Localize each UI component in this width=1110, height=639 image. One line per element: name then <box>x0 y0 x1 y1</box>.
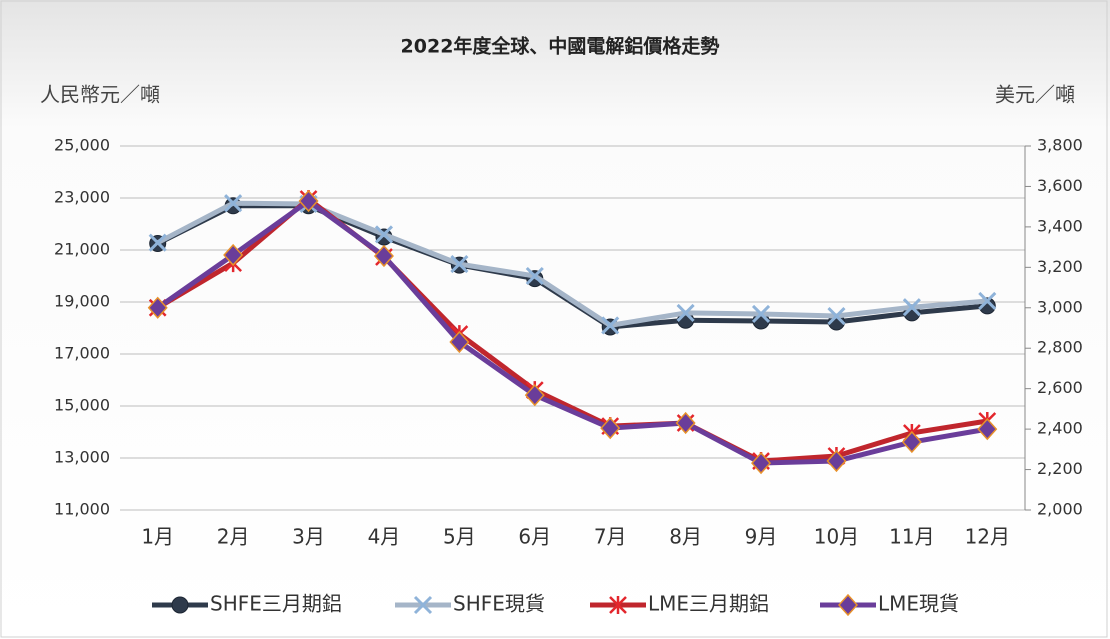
y2-tick-label: 3,000 <box>1037 297 1083 316</box>
y-tick-label: 13,000 <box>54 448 110 467</box>
legend-label: SHFE三月期鋁 <box>210 592 342 616</box>
y2-tick-label: 2,800 <box>1037 338 1083 357</box>
x-tick-label: 11月 <box>889 525 934 549</box>
y-tick-label: 11,000 <box>54 500 110 519</box>
y2-tick-label: 3,800 <box>1037 136 1083 155</box>
y-tick-label: 17,000 <box>54 344 110 363</box>
x-tick-label: 8月 <box>669 525 702 549</box>
x-tick-label: 9月 <box>745 525 778 549</box>
legend-label: LME三月期鋁 <box>648 592 769 616</box>
x-tick-label: 2月 <box>217 525 250 549</box>
y2-tick-label: 2,600 <box>1037 378 1083 397</box>
chart-title: 2022年度全球、中國電解鋁價格走勢 <box>401 35 720 58</box>
x-tick-label: 12月 <box>965 525 1010 549</box>
x-tick-label: 1月 <box>141 525 174 549</box>
y2-tick-label: 2,400 <box>1037 419 1083 438</box>
legend-label: SHFE現貨 <box>453 592 545 616</box>
y-tick-label: 19,000 <box>54 292 110 311</box>
x-tick-label: 5月 <box>443 525 476 549</box>
x-tick-label: 3月 <box>292 525 325 549</box>
y2-tick-label: 3,400 <box>1037 216 1083 235</box>
y2-axis-label: 美元／噸 <box>995 83 1075 107</box>
legend-label: LME現貨 <box>878 592 959 616</box>
y2-tick-label: 2,000 <box>1037 500 1083 519</box>
x-tick-label: 10月 <box>814 525 859 549</box>
y-axis-label: 人民幣元／噸 <box>40 83 160 107</box>
y2-tick-label: 3,600 <box>1037 176 1083 195</box>
y2-tick-label: 3,200 <box>1037 257 1083 276</box>
x-tick-label: 6月 <box>518 525 551 549</box>
x-tick-label: 7月 <box>594 525 627 549</box>
y-tick-label: 15,000 <box>54 396 110 415</box>
y2-tick-label: 2,200 <box>1037 459 1083 478</box>
x-tick-label: 4月 <box>368 525 401 549</box>
marker <box>172 597 188 613</box>
y-tick-label: 25,000 <box>54 136 110 155</box>
y-tick-label: 23,000 <box>54 188 110 207</box>
chart: 2022年度全球、中國電解鋁價格走勢 人民幣元／噸 美元／噸 11,000 13,… <box>0 0 1110 639</box>
y-tick-label: 21,000 <box>54 240 110 259</box>
